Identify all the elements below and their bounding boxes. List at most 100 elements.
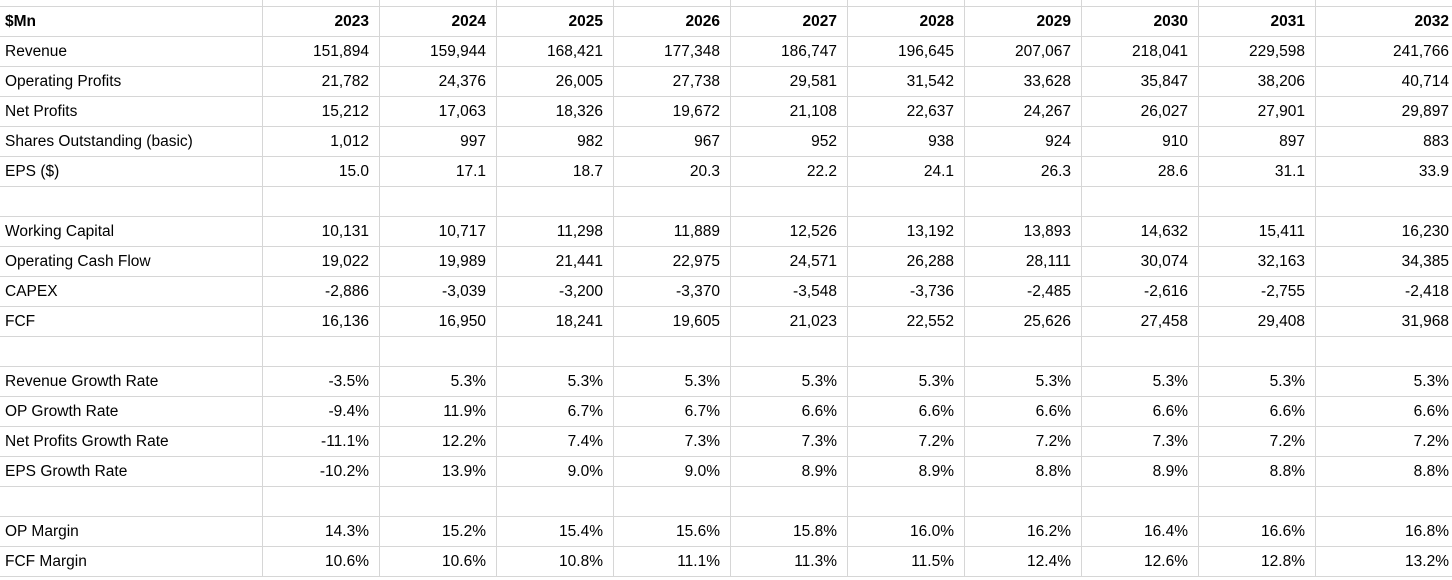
row-label[interactable]: EPS ($) <box>0 156 263 187</box>
value-cell[interactable]: 997 <box>379 126 497 157</box>
year-header-cell[interactable]: 2024 <box>379 6 497 37</box>
year-header-cell[interactable]: 2026 <box>613 6 731 37</box>
value-cell[interactable]: 14.3% <box>262 516 380 547</box>
value-cell[interactable]: 6.6% <box>964 396 1082 427</box>
value-cell[interactable]: 7.2% <box>1198 426 1316 457</box>
value-cell[interactable]: 26,288 <box>847 246 965 277</box>
value-cell[interactable]: 32,163 <box>1198 246 1316 277</box>
value-cell[interactable]: 5.3% <box>379 366 497 397</box>
row-label[interactable]: EPS Growth Rate <box>0 456 263 487</box>
value-cell[interactable]: 938 <box>847 126 965 157</box>
value-cell[interactable]: 11.3% <box>730 546 848 577</box>
value-cell[interactable]: -10.2% <box>262 456 380 487</box>
value-cell[interactable]: 24.1 <box>847 156 965 187</box>
value-cell[interactable]: 22.2 <box>730 156 848 187</box>
empty-cell[interactable] <box>1198 186 1316 217</box>
value-cell[interactable]: 8.8% <box>964 456 1082 487</box>
empty-cell[interactable] <box>262 336 380 367</box>
empty-cell[interactable] <box>613 186 731 217</box>
empty-cell[interactable] <box>0 336 263 367</box>
year-header-cell[interactable]: 2027 <box>730 6 848 37</box>
empty-cell[interactable] <box>379 186 497 217</box>
value-cell[interactable]: -2,616 <box>1081 276 1199 307</box>
row-label[interactable]: Operating Cash Flow <box>0 246 263 277</box>
value-cell[interactable]: 10.6% <box>262 546 380 577</box>
value-cell[interactable]: 15.2% <box>379 516 497 547</box>
value-cell[interactable]: 967 <box>613 126 731 157</box>
value-cell[interactable]: -3,736 <box>847 276 965 307</box>
empty-cell[interactable] <box>613 486 731 517</box>
value-cell[interactable]: 10,131 <box>262 216 380 247</box>
value-cell[interactable]: 21,782 <box>262 66 380 97</box>
value-cell[interactable]: 6.6% <box>1081 396 1199 427</box>
value-cell[interactable]: 910 <box>1081 126 1199 157</box>
row-label[interactable]: FCF <box>0 306 263 337</box>
value-cell[interactable]: 15,411 <box>1198 216 1316 247</box>
value-cell[interactable]: 982 <box>496 126 614 157</box>
empty-cell[interactable] <box>964 186 1082 217</box>
empty-cell[interactable] <box>262 486 380 517</box>
value-cell[interactable]: 28.6 <box>1081 156 1199 187</box>
value-cell[interactable]: 7.3% <box>1081 426 1199 457</box>
value-cell[interactable]: 218,041 <box>1081 36 1199 67</box>
empty-cell[interactable] <box>1081 186 1199 217</box>
value-cell[interactable]: 168,421 <box>496 36 614 67</box>
value-cell[interactable]: 14,632 <box>1081 216 1199 247</box>
value-cell[interactable]: 19,022 <box>262 246 380 277</box>
value-cell[interactable]: 8.9% <box>847 456 965 487</box>
value-cell[interactable]: -3,370 <box>613 276 731 307</box>
value-cell[interactable]: 8.9% <box>730 456 848 487</box>
empty-cell[interactable] <box>964 486 1082 517</box>
value-cell[interactable]: 151,894 <box>262 36 380 67</box>
value-cell[interactable]: 19,989 <box>379 246 497 277</box>
empty-cell[interactable] <box>0 186 263 217</box>
value-cell[interactable]: 10,717 <box>379 216 497 247</box>
value-cell[interactable]: 6.6% <box>1315 396 1452 427</box>
value-cell[interactable]: 5.3% <box>613 366 731 397</box>
empty-cell[interactable] <box>496 336 614 367</box>
value-cell[interactable]: 19,605 <box>613 306 731 337</box>
value-cell[interactable]: -3,200 <box>496 276 614 307</box>
value-cell[interactable]: 7.2% <box>1315 426 1452 457</box>
value-cell[interactable]: 883 <box>1315 126 1452 157</box>
value-cell[interactable]: -2,886 <box>262 276 380 307</box>
value-cell[interactable]: 21,108 <box>730 96 848 127</box>
empty-cell[interactable] <box>262 186 380 217</box>
value-cell[interactable]: 229,598 <box>1198 36 1316 67</box>
value-cell[interactable]: 11.1% <box>613 546 731 577</box>
value-cell[interactable]: 5.3% <box>730 366 848 397</box>
empty-cell[interactable] <box>1081 336 1199 367</box>
row-label[interactable]: Net Profits <box>0 96 263 127</box>
value-cell[interactable]: 15.8% <box>730 516 848 547</box>
value-cell[interactable]: 12,526 <box>730 216 848 247</box>
value-cell[interactable]: 13.9% <box>379 456 497 487</box>
value-cell[interactable]: 1,012 <box>262 126 380 157</box>
value-cell[interactable]: 207,067 <box>964 36 1082 67</box>
value-cell[interactable]: 159,944 <box>379 36 497 67</box>
value-cell[interactable]: 26.3 <box>964 156 1082 187</box>
value-cell[interactable]: 27,738 <box>613 66 731 97</box>
year-header-cell[interactable]: 2030 <box>1081 6 1199 37</box>
value-cell[interactable]: 26,005 <box>496 66 614 97</box>
value-cell[interactable]: 12.6% <box>1081 546 1199 577</box>
value-cell[interactable]: 5.3% <box>496 366 614 397</box>
row-label[interactable]: Shares Outstanding (basic) <box>0 126 263 157</box>
empty-cell[interactable] <box>496 486 614 517</box>
empty-cell[interactable] <box>379 336 497 367</box>
value-cell[interactable]: 34,385 <box>1315 246 1452 277</box>
value-cell[interactable]: 6.7% <box>496 396 614 427</box>
empty-cell[interactable] <box>730 186 848 217</box>
value-cell[interactable]: 16.0% <box>847 516 965 547</box>
year-header-cell[interactable]: 2025 <box>496 6 614 37</box>
value-cell[interactable]: 6.6% <box>730 396 848 427</box>
value-cell[interactable]: 29,581 <box>730 66 848 97</box>
value-cell[interactable]: 196,645 <box>847 36 965 67</box>
value-cell[interactable]: 24,376 <box>379 66 497 97</box>
row-label[interactable]: Net Profits Growth Rate <box>0 426 263 457</box>
empty-cell[interactable] <box>1081 486 1199 517</box>
value-cell[interactable]: 16,136 <box>262 306 380 337</box>
value-cell[interactable]: 8.8% <box>1198 456 1316 487</box>
value-cell[interactable]: 7.2% <box>964 426 1082 457</box>
row-label[interactable]: Operating Profits <box>0 66 263 97</box>
value-cell[interactable]: 7.3% <box>613 426 731 457</box>
